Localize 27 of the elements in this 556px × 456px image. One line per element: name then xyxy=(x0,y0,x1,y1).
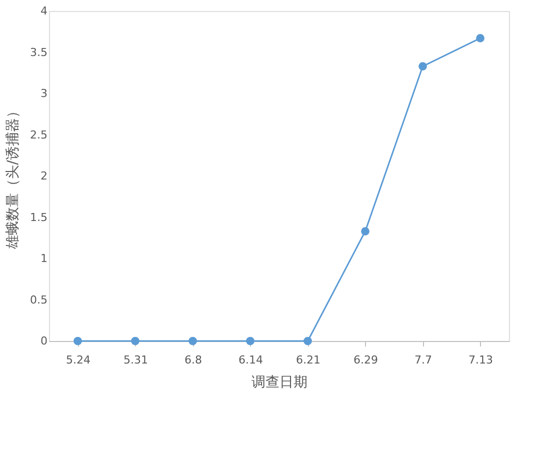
point xyxy=(476,34,484,42)
y-tick-label: 3.5 xyxy=(30,46,48,59)
x-tick-label: 5.31 xyxy=(124,354,148,366)
y-tick-label: 0.5 xyxy=(30,293,48,306)
point xyxy=(246,336,254,346)
y-tick-label: 3 xyxy=(40,87,48,100)
y-tick-label: 1.5 xyxy=(30,210,48,224)
point xyxy=(418,62,427,70)
y-axis-title: 雄蛾数量（头/诱捕器） xyxy=(5,104,22,250)
point xyxy=(188,336,197,346)
point xyxy=(304,336,312,346)
x-tick-label: 7.13 xyxy=(468,354,493,366)
point xyxy=(74,336,82,346)
x-tick-label: 6.8 xyxy=(184,354,202,366)
point xyxy=(361,227,370,236)
y-tick-label: 0 xyxy=(40,334,48,348)
x-tick-label: 6.29 xyxy=(354,354,378,366)
point xyxy=(131,336,140,346)
x-tick-label: 7.7 xyxy=(414,354,432,366)
x-tick-label: 6.21 xyxy=(296,354,320,366)
y-tick-label: 2.5 xyxy=(30,128,48,142)
x-axis-title: 调查日期 xyxy=(252,374,308,390)
y-tick-label: 1 xyxy=(40,252,48,265)
y-tick-label: 2 xyxy=(40,170,48,182)
y-tick-label: 4 xyxy=(40,4,48,18)
x-tick-label: 6.14 xyxy=(238,354,263,366)
x-tick-label: 5.24 xyxy=(66,354,90,366)
